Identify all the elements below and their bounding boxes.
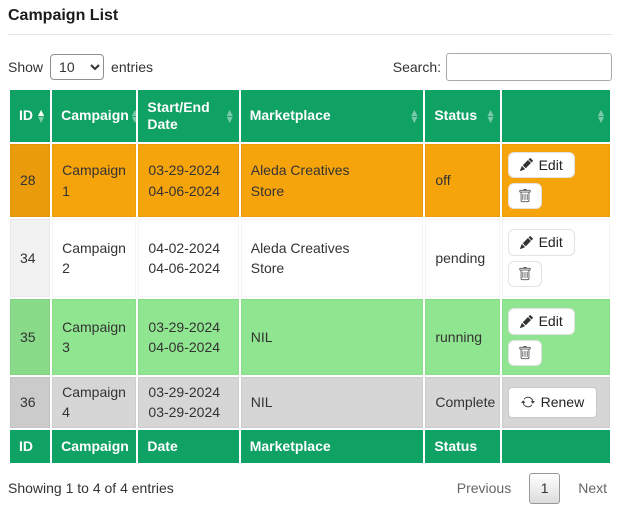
- end-date: 04-06-2024: [148, 258, 232, 278]
- sort-both-icon: ▲▼: [227, 109, 233, 123]
- delete-button[interactable]: [508, 340, 542, 366]
- sort-asc-icon: ▲▼: [38, 109, 44, 123]
- cell-campaign: Campaign 1: [52, 144, 136, 217]
- pagination: Previous 1 Next: [452, 473, 612, 504]
- cell-marketplace: Aleda Creatives Store: [241, 144, 424, 217]
- cell-marketplace: NIL: [241, 299, 424, 375]
- pencil-icon: [520, 315, 533, 328]
- start-date: 03-29-2024: [148, 317, 232, 337]
- start-date: 03-29-2024: [148, 160, 232, 180]
- pagination-previous[interactable]: Previous: [452, 474, 516, 502]
- cell-campaign: Campaign 3: [52, 299, 136, 375]
- delete-button[interactable]: [508, 261, 542, 287]
- cell-status: running: [425, 299, 499, 375]
- entries-label: entries: [111, 59, 153, 75]
- cell-actions: Edit: [502, 299, 610, 375]
- cell-marketplace: NIL: [241, 377, 424, 428]
- column-header-status[interactable]: Status ▲▼: [425, 90, 499, 142]
- entries-select[interactable]: 10: [50, 54, 104, 80]
- sort-both-icon: ▲▼: [132, 109, 138, 123]
- end-date: 03-29-2024: [148, 402, 232, 422]
- refresh-icon: [521, 395, 535, 409]
- cell-dates: 03-29-2024 04-06-2024: [138, 299, 238, 375]
- search-control: Search:: [393, 53, 612, 81]
- delete-button[interactable]: [508, 183, 542, 209]
- search-label: Search:: [393, 59, 441, 75]
- page-length-control: Show 10 entries: [8, 54, 153, 80]
- cell-marketplace: Aleda Creatives Store: [241, 219, 424, 297]
- cell-actions: Edit: [502, 144, 610, 217]
- pencil-icon: [520, 236, 533, 249]
- cell-id: 28: [10, 144, 50, 217]
- table-footer-row: ID Campaign Date Marketplace Status: [10, 430, 610, 463]
- footer-header-id: ID: [10, 430, 50, 463]
- title-divider: [8, 34, 612, 35]
- cell-id: 36: [10, 377, 50, 428]
- renew-button[interactable]: Renew: [508, 387, 598, 418]
- column-header-actions[interactable]: ▲▼: [502, 90, 610, 142]
- pagination-page-1[interactable]: 1: [529, 473, 560, 504]
- pagination-next[interactable]: Next: [573, 474, 612, 502]
- column-header-campaign[interactable]: Campaign ▲▼: [52, 90, 136, 142]
- footer-header-status: Status: [425, 430, 499, 463]
- pencil-icon: [520, 158, 533, 171]
- edit-button[interactable]: Edit: [508, 229, 575, 256]
- sort-both-icon: ▲▼: [487, 109, 493, 123]
- cell-id: 34: [10, 219, 50, 297]
- column-header-id[interactable]: ID ▲▼: [10, 90, 50, 142]
- trash-icon: [518, 346, 532, 360]
- table-controls: Show 10 entries Search:: [8, 53, 612, 81]
- cell-status: pending: [425, 219, 499, 297]
- cell-dates: 04-02-2024 04-06-2024: [138, 219, 238, 297]
- start-date: 04-02-2024: [148, 238, 232, 258]
- edit-button[interactable]: Edit: [508, 308, 575, 335]
- cell-actions: Renew: [502, 377, 610, 428]
- table-info: Showing 1 to 4 of 4 entries: [8, 480, 174, 496]
- show-label: Show: [8, 59, 43, 75]
- cell-campaign: Campaign 2: [52, 219, 136, 297]
- trash-icon: [518, 189, 532, 203]
- cell-dates: 03-29-2024 03-29-2024: [138, 377, 238, 428]
- end-date: 04-06-2024: [148, 337, 232, 357]
- column-header-date[interactable]: Start/End Date ▲▼: [138, 90, 238, 142]
- cell-actions: Edit: [502, 219, 610, 297]
- page-title: Campaign List: [8, 7, 612, 25]
- table-row: 35 Campaign 3 03-29-2024 04-06-2024 NIL …: [10, 299, 610, 375]
- footer-header-date: Date: [138, 430, 238, 463]
- cell-status: off: [425, 144, 499, 217]
- footer-header-actions: [502, 430, 610, 463]
- sort-both-icon: ▲▼: [598, 109, 604, 123]
- table-row: 34 Campaign 2 04-02-2024 04-06-2024 Aled…: [10, 219, 610, 297]
- cell-id: 35: [10, 299, 50, 375]
- start-date: 03-29-2024: [148, 382, 232, 402]
- edit-button[interactable]: Edit: [508, 152, 575, 179]
- footer-header-campaign: Campaign: [52, 430, 136, 463]
- table-bottom-bar: Showing 1 to 4 of 4 entries Previous 1 N…: [8, 473, 612, 504]
- table-row: 36 Campaign 4 03-29-2024 03-29-2024 NIL …: [10, 377, 610, 428]
- table-row: 28 Campaign 1 03-29-2024 04-06-2024 Aled…: [10, 144, 610, 217]
- end-date: 04-06-2024: [148, 181, 232, 201]
- column-header-marketplace[interactable]: Marketplace ▲▼: [241, 90, 424, 142]
- cell-dates: 03-29-2024 04-06-2024: [138, 144, 238, 217]
- trash-icon: [518, 267, 532, 281]
- search-input[interactable]: [446, 53, 612, 81]
- sort-both-icon: ▲▼: [411, 109, 417, 123]
- campaign-table: ID ▲▼ Campaign ▲▼ Start/End Date ▲▼ Mark…: [8, 88, 612, 465]
- table-header-row: ID ▲▼ Campaign ▲▼ Start/End Date ▲▼ Mark…: [10, 90, 610, 142]
- footer-header-marketplace: Marketplace: [241, 430, 424, 463]
- cell-campaign: Campaign 4: [52, 377, 136, 428]
- cell-status: Complete: [425, 377, 499, 428]
